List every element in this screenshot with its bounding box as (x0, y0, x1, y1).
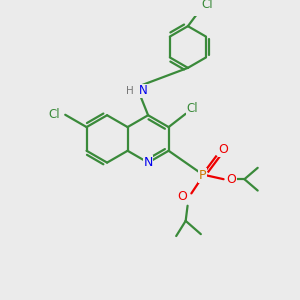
Text: N: N (139, 84, 148, 97)
Text: N: N (143, 156, 153, 169)
Text: O: O (177, 190, 187, 203)
Text: Cl: Cl (187, 102, 198, 115)
Text: P: P (199, 169, 206, 182)
Text: O: O (219, 143, 229, 156)
Text: H: H (126, 85, 134, 96)
Text: O: O (226, 173, 236, 186)
Text: Cl: Cl (201, 0, 213, 11)
Text: Cl: Cl (48, 108, 60, 121)
